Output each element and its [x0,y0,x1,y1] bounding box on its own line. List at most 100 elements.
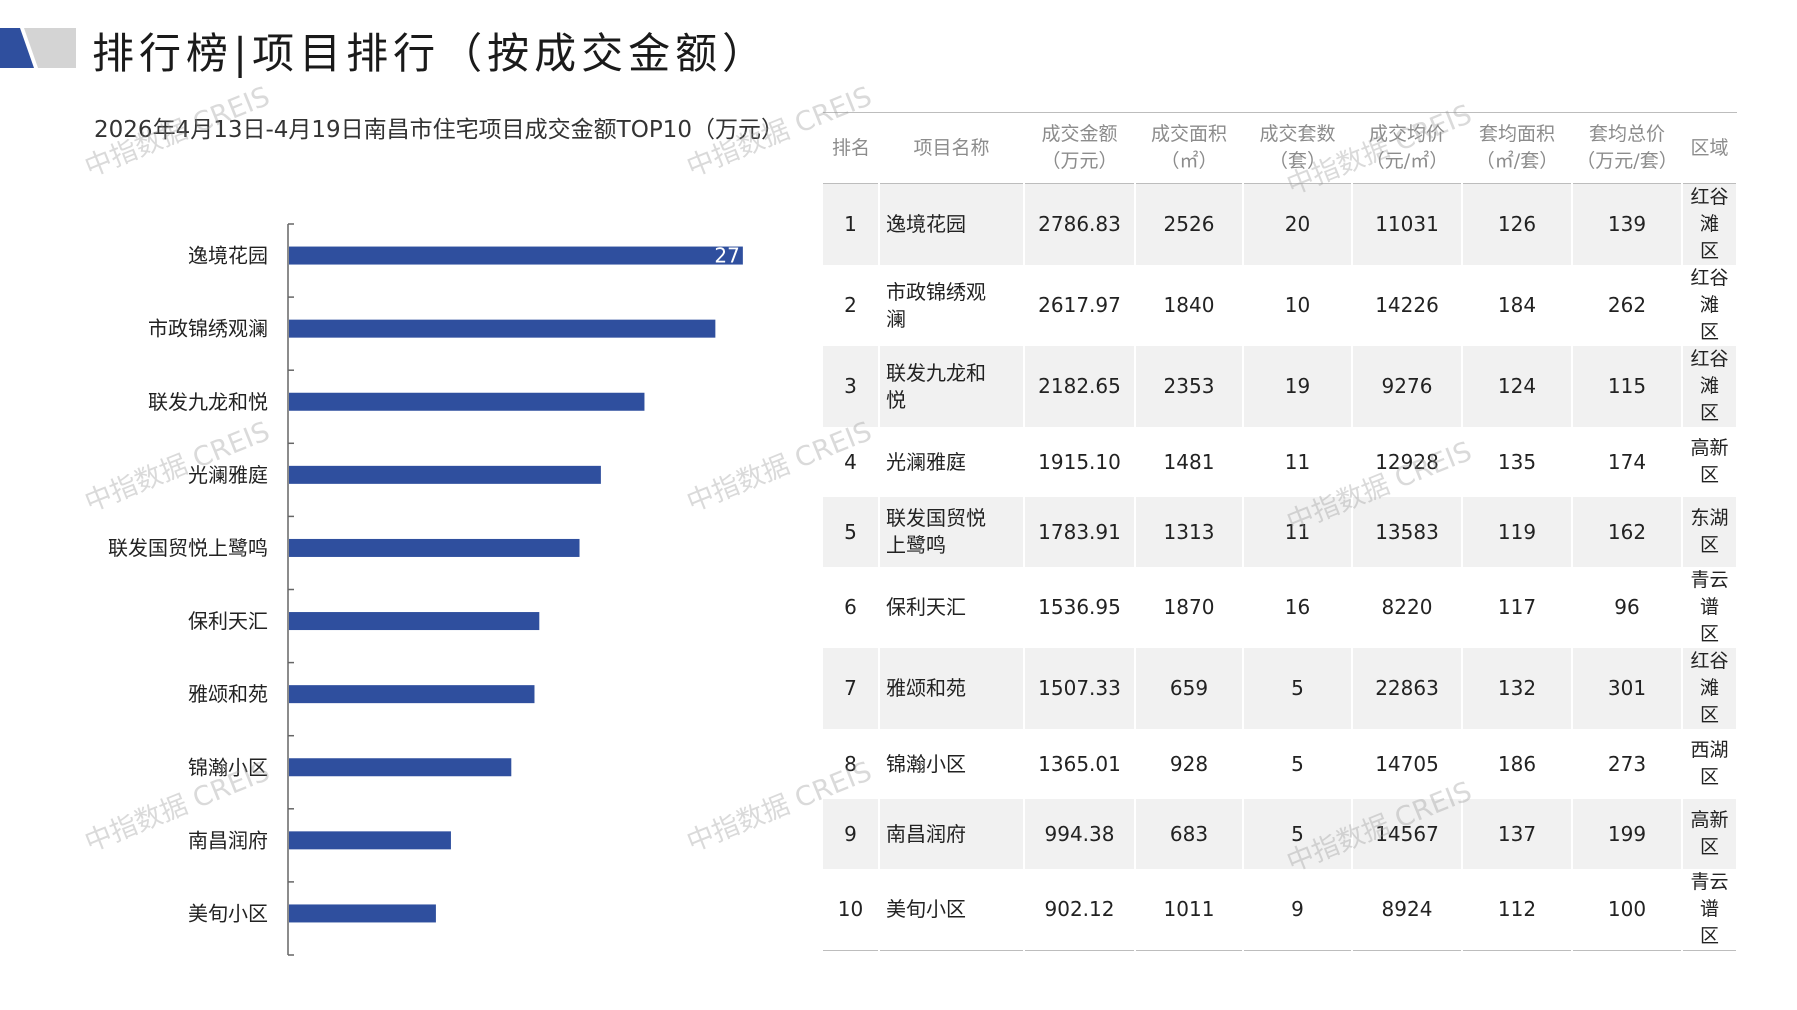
cell-name: 美旬小区 [879,869,1025,951]
cell-amount: 1365.01 [1024,729,1136,799]
category-label: 保利天汇 [188,609,268,633]
cell-avg-total: 100 [1572,869,1683,951]
cell-district: 西湖区 [1682,729,1738,799]
cell-units: 11 [1243,427,1353,497]
ranking-table: 排名 项目名称 成交金额 （万元） 成交面积 （㎡） 成交套数 （套） 成交均价 （元/㎡） 套均面… [823,112,1738,951]
table-row: 3 联发九龙和悦 2182.65 2353 19 9276 124 115 红谷滩区 [823,346,1738,427]
category-label: 光澜雅庭 [188,463,268,487]
cell-district: 红谷滩区 [1682,265,1738,346]
cell-avg-price: 22863 [1352,648,1463,729]
cell-avg-area: 135 [1462,427,1573,497]
cell-area: 659 [1135,648,1244,729]
column-header: 成交均价 （元/㎡） [1352,112,1462,184]
category-label: 美旬小区 [188,901,268,925]
cell-avg-area: 117 [1462,567,1573,648]
cell-amount: 2182.65 [1024,346,1136,427]
column-header: 排名 [823,112,879,184]
cell-avg-price: 11031 [1352,183,1463,265]
cell-avg-total: 115 [1572,346,1683,427]
cell-area: 2526 [1135,183,1244,265]
cell-rank: 7 [823,648,880,729]
page-title: 排行榜|项目排行（按成交金额） [92,29,770,78]
cell-avg-total: 262 [1572,265,1683,346]
category-label: 锦瀚小区 [188,755,268,779]
cell-avg-area: 186 [1462,729,1573,799]
category-label: 市政锦绣观澜 [148,317,268,341]
cell-area: 1840 [1135,265,1244,346]
cell-avg-area: 132 [1462,648,1573,729]
cell-units: 5 [1243,799,1353,869]
column-header: 区域 [1682,112,1737,184]
cell-avg-price: 14567 [1352,799,1463,869]
cell-district: 红谷滩区 [1682,183,1738,265]
bar [289,392,645,411]
cell-avg-total: 273 [1572,729,1683,799]
table-row: 10 美旬小区 902.12 1011 9 8924 112 100 青云谱区 [823,869,1738,951]
cell-avg-price: 13583 [1352,497,1463,567]
logo-dark-shape [0,28,34,68]
cell-avg-area: 184 [1462,265,1573,346]
bar [289,612,540,631]
cell-rank: 6 [823,567,880,648]
column-header: 成交金额 （万元） [1024,112,1135,184]
cell-avg-price: 14226 [1352,265,1463,346]
cell-avg-total: 162 [1572,497,1683,567]
cell-district: 青云谱区 [1682,869,1738,951]
cell-name: 雅颂和苑 [879,648,1025,729]
cell-district: 东湖区 [1682,497,1738,567]
cell-avg-area: 119 [1462,497,1573,567]
bar-chart: 逸境花园 27 市政锦绣观澜联发九龙和悦光澜雅庭联发国贸悦上鹭鸣保利天汇雅颂和苑锦瀚… [108,223,743,956]
cell-avg-price: 8220 [1352,567,1463,648]
cell-name: 锦瀚小区 [879,729,1025,799]
cell-name: 保利天汇 [879,567,1025,648]
bar [289,831,451,850]
cell-avg-total: 174 [1572,427,1683,497]
cell-rank: 2 [823,265,880,346]
table-body: 1 逸境花园 2786.83 2526 20 11031 126 139 红谷滩区 2 市政锦绣观澜… [823,183,1738,951]
cell-amount: 994.38 [1024,799,1136,869]
cell-amount: 1783.91 [1024,497,1136,567]
cell-amount: 2786.83 [1024,183,1136,265]
cell-rank: 5 [823,497,880,567]
column-header: 套均面积 （㎡/套） [1462,112,1572,184]
table-row: 2 市政锦绣观澜 2617.97 1840 10 14226 184 262 红谷滩区 [823,265,1738,346]
category-label: 联发国贸悦上鹭鸣 [108,536,268,560]
bar [289,758,512,777]
bar [289,904,436,923]
cell-district: 高新区 [1682,799,1738,869]
cell-avg-price: 14705 [1352,729,1463,799]
cell-rank: 1 [823,183,880,265]
cell-avg-area: 126 [1462,183,1573,265]
cell-avg-area: 137 [1462,799,1573,869]
column-header: 项目名称 [879,112,1024,184]
cell-rank: 10 [823,869,880,951]
cell-rank: 9 [823,799,880,869]
table-row: 8 锦瀚小区 1365.01 928 5 14705 186 273 西湖区 [823,729,1738,799]
cell-name: 联发九龙和悦 [879,346,1025,427]
cell-name: 市政锦绣观澜 [879,265,1025,346]
table-row: 1 逸境花园 2786.83 2526 20 11031 126 139 红谷滩区 [823,183,1738,265]
cell-name: 逸境花园 [879,183,1025,265]
table-row: 6 保利天汇 1536.95 1870 16 8220 117 96 青云谱区 [823,567,1738,648]
category-label: 联发九龙和悦 [148,390,268,414]
bar-value-label: 27 [714,244,739,268]
column-header: 成交套数 （套） [1243,112,1352,184]
column-header: 套均总价 （万元/套） [1572,112,1682,184]
cell-rank: 3 [823,346,880,427]
cell-amount: 2617.97 [1024,265,1136,346]
ranking-table-wrap: 排名 项目名称 成交金额 （万元） 成交面积 （㎡） 成交套数 （套） 成交均价 （元/㎡） 套均面… [823,112,1738,951]
table-header-row: 排名 项目名称 成交金额 （万元） 成交面积 （㎡） 成交套数 （套） 成交均价 （元/㎡） 套均面… [823,112,1737,184]
cell-amount: 902.12 [1024,869,1136,951]
cell-avg-total: 301 [1572,648,1683,729]
bar [289,685,535,704]
cell-area: 1481 [1135,427,1244,497]
cell-avg-price: 12928 [1352,427,1463,497]
table-row: 5 联发国贸悦 上鹭鸣 1783.91 1313 11 13583 119 162 东湖区 [823,497,1738,567]
cell-amount: 1536.95 [1024,567,1136,648]
cell-units: 11 [1243,497,1353,567]
cell-units: 5 [1243,729,1353,799]
cell-name: 联发国贸悦 上鹭鸣 [879,497,1025,567]
category-label: 雅颂和苑 [188,682,268,706]
cell-amount: 1915.10 [1024,427,1136,497]
cell-avg-total: 139 [1572,183,1683,265]
